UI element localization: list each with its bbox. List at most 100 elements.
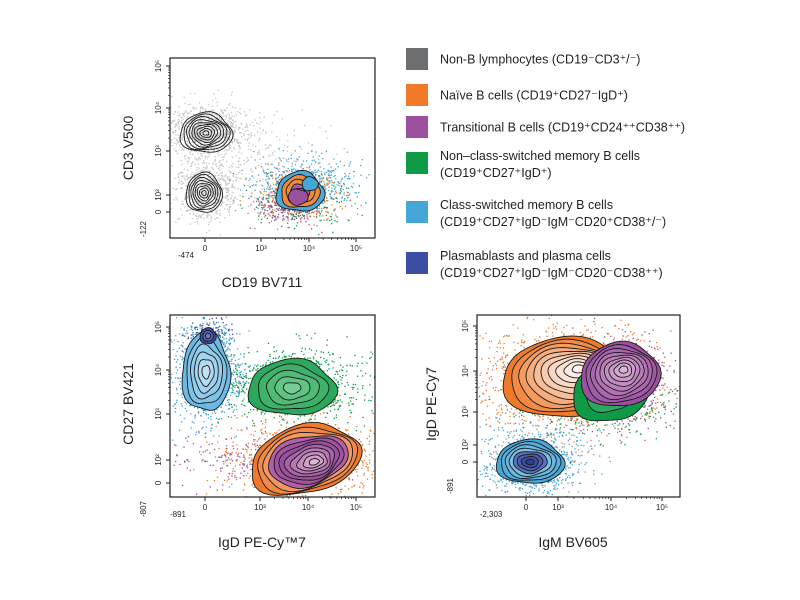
- event-dot: [184, 179, 186, 181]
- event-dot: [218, 329, 220, 331]
- event-dot: [234, 363, 236, 366]
- event-dot: [206, 194, 208, 196]
- event-dot: [193, 180, 195, 182]
- event-dot: [193, 141, 196, 143]
- event-dot: [311, 159, 313, 162]
- event-dot: [214, 158, 216, 160]
- event-dot: [245, 177, 247, 179]
- event-dot: [232, 130, 234, 132]
- event-dot: [234, 139, 236, 141]
- event-dot: [247, 347, 249, 349]
- event-dot: [270, 204, 272, 206]
- event-dot: [207, 121, 209, 123]
- event-dot: [179, 414, 182, 416]
- event-dot: [214, 135, 216, 137]
- event-dot: [266, 181, 268, 183]
- event-dot: [212, 120, 214, 122]
- event-dot: [267, 175, 269, 177]
- event-dot: [175, 131, 177, 133]
- event-dot: [213, 109, 215, 111]
- event-dot: [328, 172, 330, 174]
- event-dot: [212, 131, 215, 133]
- event-dot: [228, 407, 231, 410]
- event-dot: [239, 373, 242, 376]
- event-dot: [213, 123, 215, 126]
- event-dot: [229, 403, 231, 405]
- event-dot: [207, 324, 210, 326]
- event-dot: [254, 197, 256, 199]
- event-dot: [309, 165, 311, 167]
- event-dot: [193, 201, 195, 203]
- event-dot: [209, 118, 211, 120]
- event-dot: [201, 186, 203, 188]
- event-dot: [333, 417, 335, 419]
- event-dot: [325, 208, 328, 210]
- event-dot: [238, 144, 240, 147]
- event-dot: [226, 196, 229, 198]
- event-dot: [210, 187, 212, 190]
- event-dot: [191, 171, 193, 174]
- event-dot: [239, 112, 241, 114]
- x-tick-label: 10⁴: [303, 244, 316, 253]
- event-dot: [215, 417, 218, 420]
- event-dot: [213, 132, 215, 134]
- event-dot: [313, 358, 315, 360]
- event-dot: [287, 140, 289, 142]
- event-dot: [197, 124, 200, 126]
- event-dot: [250, 170, 252, 172]
- event-dot: [301, 148, 303, 150]
- event-dot: [188, 126, 190, 128]
- event-dot: [215, 211, 217, 214]
- event-dot: [259, 132, 262, 134]
- event-dot: [189, 145, 191, 147]
- event-dot: [260, 207, 263, 209]
- event-dot: [239, 146, 241, 149]
- event-dot: [209, 207, 211, 209]
- event-dot: [187, 169, 189, 171]
- event-dot: [203, 152, 205, 154]
- event-dot: [209, 135, 211, 137]
- event-dot: [217, 422, 219, 424]
- event-dot: [271, 195, 273, 197]
- event-dot: [202, 181, 204, 183]
- event-dot: [225, 197, 227, 199]
- event-dot: [231, 406, 233, 408]
- event-dot: [182, 346, 184, 348]
- event-dot: [214, 134, 216, 137]
- event-dot: [234, 107, 236, 109]
- event-dot: [211, 129, 213, 131]
- event-dot: [181, 119, 183, 122]
- event-dot: [208, 170, 210, 172]
- event-dot: [186, 209, 188, 211]
- event-dot: [190, 404, 192, 407]
- event-dot: [244, 376, 247, 379]
- event-dot: [235, 124, 237, 127]
- event-dot: [211, 185, 213, 187]
- event-dot: [267, 213, 269, 215]
- event-dot: [222, 112, 224, 114]
- event-dot: [195, 158, 197, 160]
- event-dot: [314, 162, 317, 164]
- event-dot: [251, 192, 253, 194]
- event-dot: [223, 411, 225, 413]
- event-dot: [200, 215, 202, 217]
- event-dot: [327, 351, 330, 353]
- event-dot: [229, 361, 231, 363]
- event-dot: [209, 131, 212, 133]
- event-dot: [196, 221, 199, 223]
- event-dot: [181, 181, 183, 183]
- event-dot: [238, 381, 240, 384]
- event-dot: [319, 180, 321, 182]
- event-dot: [261, 208, 264, 210]
- event-dot: [281, 225, 283, 227]
- event-dot: [193, 194, 195, 196]
- event-dot: [299, 212, 301, 214]
- event-dot: [197, 407, 199, 409]
- event-dot: [328, 193, 331, 195]
- event-dot: [248, 179, 251, 181]
- event-dot: [260, 218, 263, 221]
- event-dot: [335, 197, 337, 199]
- event-dot: [195, 326, 197, 328]
- event-dot: [303, 214, 305, 216]
- event-dot: [206, 323, 208, 326]
